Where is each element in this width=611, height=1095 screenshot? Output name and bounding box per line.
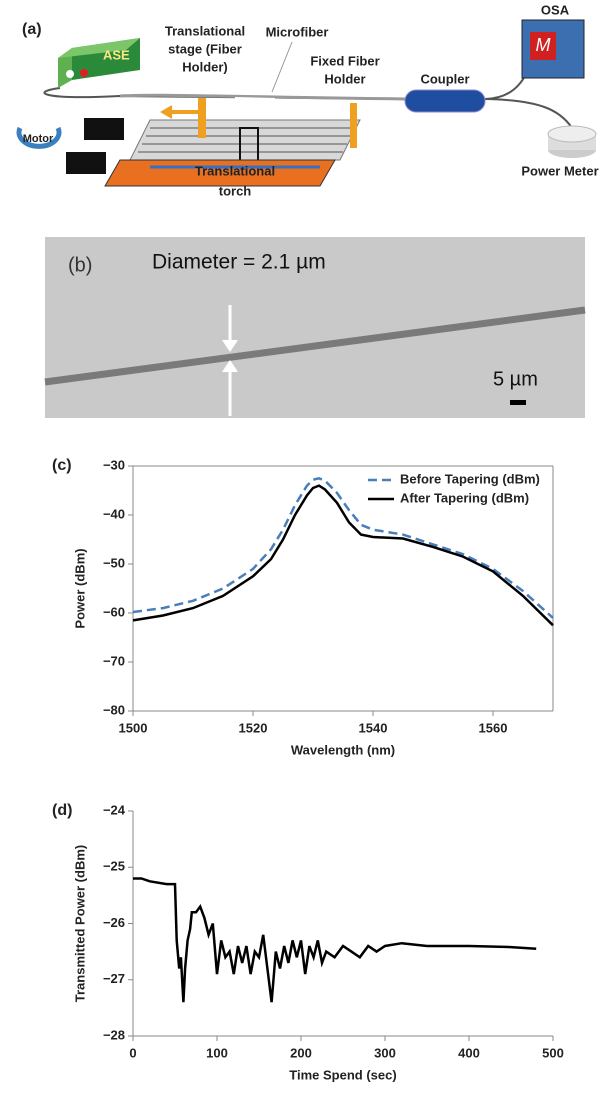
power-meter: [547, 125, 597, 143]
fiber-image: [44, 306, 586, 386]
x-axis-label: Time Spend (sec): [289, 1067, 396, 1082]
arrow: [222, 340, 238, 352]
scale-bar: [510, 400, 526, 405]
y-axis-label: Power (dBm): [72, 548, 87, 628]
arrow: [222, 360, 238, 372]
coupler-label: Coupler: [420, 71, 469, 86]
osa-screen-text: M: [536, 35, 551, 55]
y-axis-label: Transmitted Power (dBm): [72, 845, 87, 1002]
x-tick-label: 1520: [239, 720, 268, 735]
holder: [350, 103, 357, 148]
x-tick-label: 500: [542, 1045, 564, 1060]
x-tick-label: 100: [206, 1045, 228, 1060]
torch-label: Translational: [195, 163, 275, 178]
legend-label: Before Tapering (dBm): [400, 471, 540, 486]
y-tick-label: −80: [103, 702, 125, 717]
micrograph-bg: [45, 237, 585, 418]
stage-label: Translational: [165, 23, 245, 38]
motor: [66, 152, 106, 174]
motor-arrow: [16, 126, 62, 149]
x-tick-label: 300: [374, 1045, 396, 1060]
ase-knob: [80, 69, 88, 77]
stage-arrow: [160, 105, 200, 119]
ase-knob: [66, 70, 74, 78]
panel-label: (c): [52, 457, 72, 474]
y-tick-label: −30: [103, 457, 125, 472]
motor: [84, 118, 124, 140]
y-tick-label: −70: [103, 653, 125, 668]
osa-label: OSA: [541, 2, 570, 17]
power-meter-label: Power Meter: [521, 163, 598, 178]
y-tick-label: −27: [103, 971, 125, 986]
microfiber: [234, 97, 276, 100]
line-series: [133, 877, 537, 1003]
y-tick-label: −25: [103, 859, 125, 874]
line-series: [132, 484, 554, 627]
holder: [198, 98, 206, 138]
ase-box: [58, 48, 72, 88]
stage-label: Holder): [182, 59, 228, 74]
line-series: [132, 476, 554, 619]
stage-label: stage (Fiber: [168, 41, 242, 56]
x-axis-label: Wavelength (nm): [291, 742, 395, 757]
torch-label: torch: [219, 183, 252, 198]
y-tick-label: −24: [103, 802, 126, 817]
y-tick-label: −60: [103, 604, 125, 619]
ase-label: ASE: [103, 47, 130, 62]
y-tick-label: −26: [103, 915, 125, 930]
y-tick-label: −40: [103, 506, 125, 521]
panel-label: (b): [68, 254, 92, 276]
x-tick-label: 1500: [119, 720, 148, 735]
legend-label: After Tapering (dBm): [400, 490, 529, 505]
x-tick-label: 1540: [359, 720, 388, 735]
x-tick-label: 0: [129, 1045, 136, 1060]
panel-label: (a): [22, 21, 42, 38]
setup-diagram: (a) ASE Motor Coupler M: [16, 2, 599, 198]
holder-label: Fixed Fiber: [310, 53, 379, 68]
x-tick-label: 400: [458, 1045, 480, 1060]
micrograph: (b) Diameter = 2.1 µm 5 µm: [44, 237, 586, 418]
pointer: [271, 41, 293, 93]
panel-label: (d): [52, 802, 72, 819]
stage: [129, 119, 361, 161]
holder-label: Holder: [324, 71, 365, 86]
y-tick-label: −28: [103, 1027, 125, 1042]
x-tick-label: 200: [290, 1045, 312, 1060]
osa-screen: [530, 32, 556, 60]
microfiber-label: Microfiber: [266, 24, 329, 39]
diameter-label: Diameter = 2.1 µm: [152, 251, 326, 274]
motor-label: Motor: [23, 133, 54, 145]
y-tick-label: −50: [103, 555, 125, 570]
coupler: [404, 89, 486, 113]
fiber: [119, 93, 406, 101]
x-tick-label: 1560: [479, 720, 508, 735]
ase-box: [58, 38, 140, 58]
scale-label: 5 µm: [493, 368, 538, 390]
